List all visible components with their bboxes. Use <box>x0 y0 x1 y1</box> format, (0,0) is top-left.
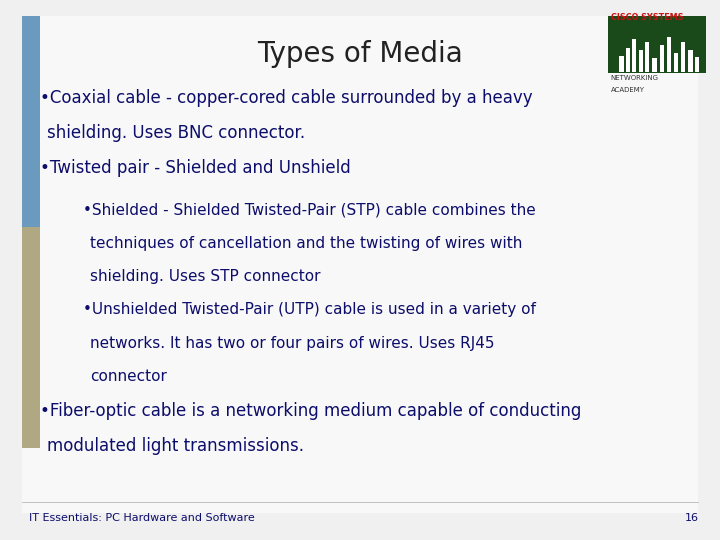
FancyBboxPatch shape <box>608 16 706 73</box>
Text: shielding. Uses BNC connector.: shielding. Uses BNC connector. <box>47 124 305 142</box>
Text: CISCO SYSTEMS: CISCO SYSTEMS <box>611 13 683 22</box>
FancyBboxPatch shape <box>619 56 624 72</box>
Text: Types of Media: Types of Media <box>257 40 463 68</box>
FancyBboxPatch shape <box>667 37 671 72</box>
Text: connector: connector <box>90 369 167 384</box>
FancyBboxPatch shape <box>632 39 636 72</box>
Text: IT Essentials: PC Hardware and Software: IT Essentials: PC Hardware and Software <box>29 514 255 523</box>
Text: •Fiber-optic cable is a networking medium capable of conducting: •Fiber-optic cable is a networking mediu… <box>40 402 581 420</box>
FancyBboxPatch shape <box>639 50 643 72</box>
Text: •Coaxial cable - copper-cored cable surrounded by a heavy: •Coaxial cable - copper-cored cable surr… <box>40 89 532 107</box>
Text: •Twisted pair - Shielded and Unshield: •Twisted pair - Shielded and Unshield <box>40 159 351 177</box>
Text: •Shielded - Shielded Twisted-Pair (STP) cable combines the: •Shielded - Shielded Twisted-Pair (STP) … <box>83 202 536 218</box>
Text: •Unshielded Twisted-Pair (UTP) cable is used in a variety of: •Unshielded Twisted-Pair (UTP) cable is … <box>83 302 536 318</box>
Text: shielding. Uses STP connector: shielding. Uses STP connector <box>90 269 320 285</box>
Text: ACADEMY: ACADEMY <box>611 87 644 93</box>
Text: networks. It has two or four pairs of wires. Uses RJ45: networks. It has two or four pairs of wi… <box>90 336 495 351</box>
FancyBboxPatch shape <box>660 45 664 72</box>
FancyBboxPatch shape <box>22 16 40 227</box>
Text: modulated light transmissions.: modulated light transmissions. <box>47 437 304 455</box>
FancyBboxPatch shape <box>674 53 678 72</box>
FancyBboxPatch shape <box>626 48 630 72</box>
Text: NETWORKING: NETWORKING <box>611 75 659 80</box>
FancyBboxPatch shape <box>22 227 40 448</box>
FancyBboxPatch shape <box>688 50 693 72</box>
FancyBboxPatch shape <box>22 16 698 513</box>
FancyBboxPatch shape <box>695 57 699 72</box>
FancyBboxPatch shape <box>645 42 649 72</box>
Text: 16: 16 <box>685 514 698 523</box>
Text: techniques of cancellation and the twisting of wires with: techniques of cancellation and the twist… <box>90 236 523 251</box>
FancyBboxPatch shape <box>681 42 685 72</box>
FancyBboxPatch shape <box>652 58 657 72</box>
